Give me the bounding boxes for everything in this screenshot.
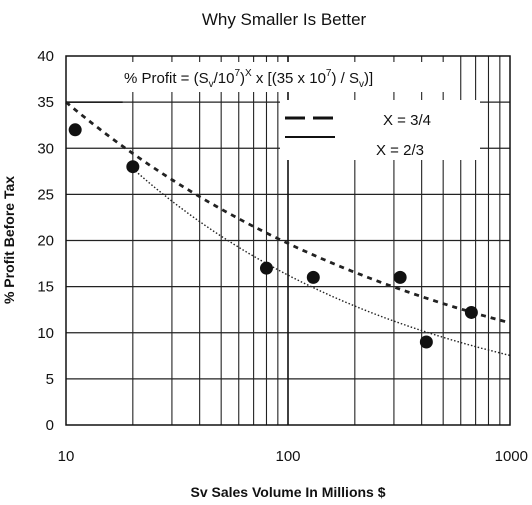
y-axis-label: % Profit Before Tax [1, 176, 17, 304]
chart-title: Why Smaller Is Better [202, 10, 367, 29]
formula-background [120, 62, 460, 92]
curves [65, 101, 511, 357]
formula-annotation: % Profit = (Sv/107)X x [(35 x 107) / Sv)… [124, 68, 373, 90]
data-points [68, 123, 478, 349]
x-tick-label: 10 [58, 448, 75, 465]
y-tick-labels: 0 5 10 15 20 25 30 35 40 [37, 48, 54, 434]
formula-part-mid2: ) [240, 70, 245, 87]
y-tick-label: 40 [37, 48, 54, 65]
y-tick-label: 5 [46, 371, 54, 388]
formula-part-sub1: v [209, 79, 214, 90]
legend-background [280, 100, 480, 160]
formula-part-mid3: x [(35 x 10 [252, 70, 326, 87]
formula-part-mid1: /10 [214, 70, 235, 87]
formula-part-suffix: )] [364, 70, 373, 87]
data-point [68, 123, 82, 137]
y-tick-label: 15 [37, 279, 54, 296]
x-axis-label: Sv Sales Volume In Millions $ [190, 484, 385, 500]
formula-part-sup2: X [245, 68, 252, 79]
formula-part-mid4: ) / S [331, 70, 359, 87]
data-point [419, 335, 433, 349]
formula-part-sup3: 7 [326, 68, 332, 79]
y-tick-label: 30 [37, 140, 54, 157]
legend-label-x-3-4: X = 3/4 [383, 112, 431, 129]
data-point [393, 270, 407, 284]
x-tick-labels: 10 100 1000 [58, 448, 528, 465]
data-point [464, 305, 478, 319]
formula-part-prefix: % Profit = (S [124, 70, 209, 87]
curve-dashed [65, 101, 511, 325]
plot-frame [65, 55, 511, 426]
y-tick-label: 10 [37, 325, 54, 342]
y-tick-label: 0 [46, 417, 54, 434]
x-tick-label: 1000 [495, 448, 528, 465]
y-tick-label: 20 [37, 233, 54, 250]
formula-part-sub2: v [359, 79, 364, 90]
legend-label-x-2-3: X = 2/3 [376, 142, 424, 159]
formula-part-sup1: 7 [234, 68, 240, 79]
data-point [306, 270, 320, 284]
data-point [259, 261, 273, 275]
grid [66, 56, 510, 425]
curve-dotted [132, 168, 511, 357]
data-point [126, 160, 140, 174]
y-tick-label: 25 [37, 186, 54, 203]
x-tick-label: 100 [275, 448, 300, 465]
y-tick-label: 35 [37, 94, 54, 111]
